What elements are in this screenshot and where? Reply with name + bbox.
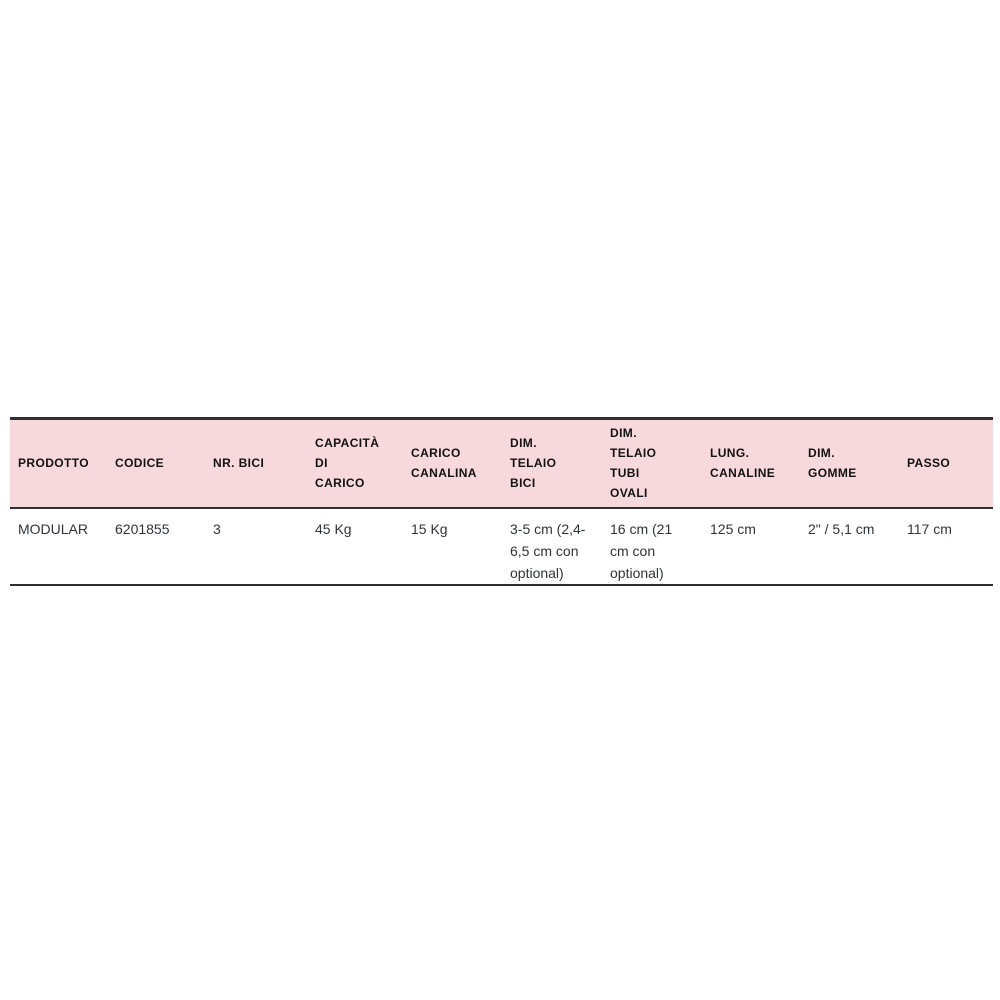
table-cell: 15 Kg bbox=[411, 520, 448, 537]
table-cell: MODULAR bbox=[18, 520, 89, 537]
column-header-codice: CODICE bbox=[115, 456, 165, 471]
header-row: PRODOTTO CODICE NR. BICI CAPACITÀ DI CARICO… bbox=[10, 418, 993, 508]
table-cell: 125 cm bbox=[710, 520, 756, 537]
table-row: MODULAR 6201855 3 45 Kg 15 Kg 3-5 cm (2,4- 6,… bbox=[10, 507, 993, 585]
column-header-capacita-di-carico: CAPACITÀ DI CARICO bbox=[315, 436, 380, 491]
table-header: PRODOTTO CODICE NR. BICI CAPACITÀ DI CARICO… bbox=[10, 418, 993, 508]
table-cell: 3 bbox=[213, 520, 221, 537]
column-header-lung-canaline: LUNG. CANALINE bbox=[710, 446, 776, 481]
table-body: MODULAR 6201855 3 45 Kg 15 Kg 3-5 cm (2,4- 6,… bbox=[10, 507, 993, 585]
column-header-dim-telaio-tubi-ovali: DIM. TELAIO TUBI OVALI bbox=[610, 426, 657, 501]
table-cell: 3-5 cm (2,4- 6,5 cm con optional) bbox=[510, 520, 586, 581]
table-cell: 6201855 bbox=[115, 520, 170, 537]
table-cell: 117 cm bbox=[907, 520, 952, 537]
product-spec-table: PRODOTTO CODICE NR. BICI CAPACITÀ DI CARICO… bbox=[10, 417, 993, 586]
column-header-dim-gomme: DIM. GOMME bbox=[808, 446, 857, 481]
column-header-nr-bici: NR. BICI bbox=[213, 456, 265, 471]
column-header-dim-telaio-bici: DIM. TELAIO BICI bbox=[510, 436, 557, 491]
column-header-passo: PASSO bbox=[907, 456, 951, 471]
column-header-carico-canalina: CARICO CANALINA bbox=[411, 446, 477, 481]
table-cell: 16 cm (21 cm con optional) bbox=[610, 520, 673, 581]
column-header-prodotto: PRODOTTO bbox=[18, 456, 89, 471]
table-cell: 2" / 5,1 cm bbox=[808, 520, 875, 537]
table-cell: 45 Kg bbox=[315, 520, 352, 537]
